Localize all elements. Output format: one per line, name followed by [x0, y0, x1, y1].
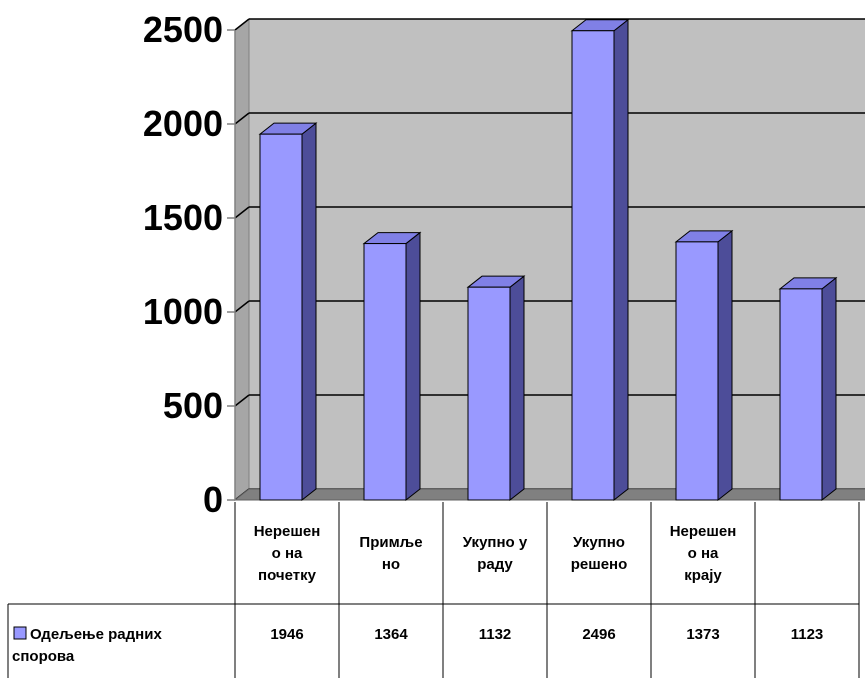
bar-side [717, 229, 733, 502]
bar-front [467, 286, 511, 501]
data-label: 1364 [374, 626, 408, 643]
bar [570, 18, 630, 502]
y-tick-label: 1000 [143, 291, 223, 332]
data-label: 1373 [686, 626, 719, 643]
category-label: но [382, 556, 400, 573]
back-wall [248, 18, 865, 490]
bar-side [405, 231, 421, 502]
data-label: 1123 [791, 626, 824, 643]
bar-front [675, 241, 719, 501]
gridline-side [234, 394, 250, 407]
bar [466, 275, 526, 502]
bar [258, 122, 318, 502]
category-label: Укупно [573, 534, 625, 551]
category-label: Нерешен [670, 523, 737, 540]
legend-label: Одељење радних [30, 626, 162, 643]
plot-wall [234, 17, 865, 502]
bar [362, 231, 422, 502]
category-label: о на [688, 545, 719, 562]
bar-front [363, 243, 407, 501]
side-wall [234, 17, 250, 502]
category-label: Примље [359, 534, 422, 551]
data-label: 1132 [479, 626, 512, 643]
bar-front [571, 30, 615, 501]
category-label: Нерешен [254, 523, 321, 540]
category-label: о на [272, 545, 303, 562]
gridline-side [234, 206, 250, 219]
y-axis: 0 500 1000 1500 2000 2500 [143, 9, 236, 520]
data-table: Нерешен о на почетку Примље но Укупно у раду Ук… [7, 502, 860, 678]
y-tick-label: 500 [163, 385, 223, 426]
y-tick-label: 1500 [143, 197, 223, 238]
bar-side [509, 275, 525, 502]
y-tick-label: 2000 [143, 103, 223, 144]
plot-floor [233, 488, 865, 501]
bar [674, 229, 734, 502]
bar-side [613, 18, 629, 502]
bar-side [301, 122, 317, 502]
legend-key [13, 626, 27, 640]
gridline-side [234, 300, 250, 313]
category-label: раду [477, 556, 513, 573]
category-label: почетку [258, 567, 317, 584]
floor-plane [233, 488, 865, 501]
bar-front [259, 133, 303, 501]
category-label: решено [571, 556, 628, 573]
gridline-side [234, 112, 250, 125]
bar-series [258, 18, 838, 502]
data-label: 2496 [582, 626, 615, 643]
data-label: 1946 [270, 626, 303, 643]
legend-label: спорова [12, 648, 75, 665]
category-label: Укупно у [463, 534, 528, 551]
bar [778, 276, 838, 502]
y-tick-label: 0 [203, 479, 223, 520]
bar-front [779, 288, 823, 501]
gridline-side [234, 18, 250, 31]
y-tick-label: 2500 [143, 9, 223, 50]
bar-side [821, 276, 837, 502]
category-label: крају [684, 567, 722, 584]
